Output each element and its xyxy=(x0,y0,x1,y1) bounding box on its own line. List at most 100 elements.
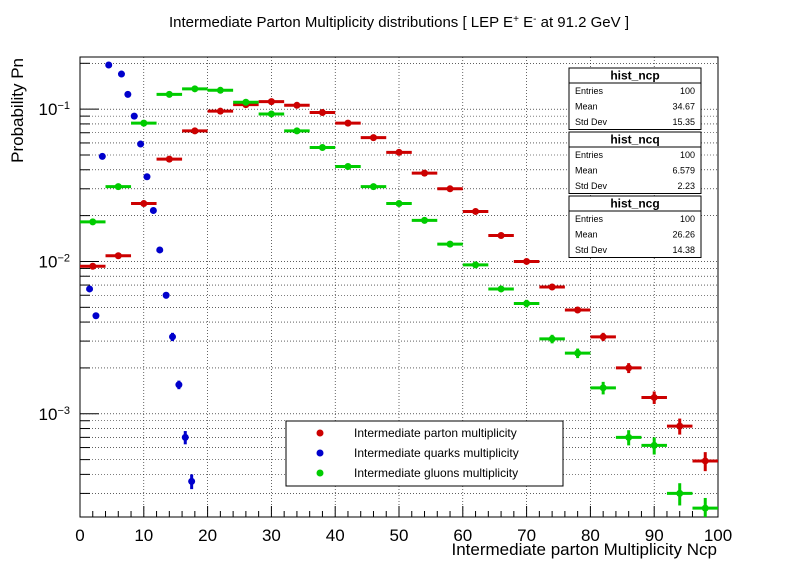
x-tick-label: 60 xyxy=(453,526,472,545)
data-point xyxy=(625,433,633,441)
stat-row-label: Mean xyxy=(575,166,598,176)
legend-marker xyxy=(316,469,324,477)
chart-title: Intermediate Parton Multiplicity distrib… xyxy=(169,14,629,32)
x-tick-label: 0 xyxy=(75,526,84,545)
stat-box-hist_ncp: hist_ncp Entries 100 Mean 34.67 Std Dev 15.35 xyxy=(568,67,702,130)
data-point xyxy=(293,101,301,109)
data-point xyxy=(124,90,132,98)
title-end: at 91.2 GeV ] xyxy=(536,14,629,31)
x-tick-label: 50 xyxy=(390,526,409,545)
title-sup-plus: + xyxy=(513,14,519,25)
data-point xyxy=(548,283,556,291)
data-point xyxy=(105,61,113,69)
title-main: Intermediate Parton Multiplicity distrib… xyxy=(169,14,513,31)
stat-row-label: Mean xyxy=(575,102,598,112)
series-3 xyxy=(80,85,718,517)
data-point xyxy=(472,261,480,269)
data-point xyxy=(92,312,100,320)
data-point xyxy=(574,349,582,357)
stat-row-value: 100 xyxy=(680,214,695,224)
title-sup-minus: - xyxy=(533,14,536,25)
data-point xyxy=(117,70,125,78)
x-tick-label: 70 xyxy=(517,526,536,545)
stat-row-label: Std Dev xyxy=(575,181,608,191)
legend-frame xyxy=(285,420,564,487)
data-point xyxy=(599,333,607,341)
stat-row-label: Mean xyxy=(575,230,598,240)
data-point xyxy=(625,364,633,372)
x-tick-label: 10 xyxy=(134,526,153,545)
data-point xyxy=(446,240,454,248)
data-point xyxy=(293,127,301,135)
data-point xyxy=(318,109,326,117)
data-point xyxy=(216,107,224,115)
data-point xyxy=(344,163,352,171)
data-point xyxy=(676,489,684,497)
data-point xyxy=(156,246,164,254)
stat-row-value: 100 xyxy=(680,150,695,160)
legend-entry: Intermediate quarks multiplicity xyxy=(354,446,519,460)
data-point xyxy=(650,441,658,449)
data-point xyxy=(242,98,250,106)
data-point xyxy=(86,285,94,293)
data-point xyxy=(421,169,429,177)
data-point xyxy=(472,207,480,215)
data-point xyxy=(421,216,429,224)
data-points xyxy=(80,61,718,517)
x-tick-label: 100 xyxy=(704,526,732,545)
legend-marker xyxy=(316,429,324,437)
series-2 xyxy=(86,61,196,490)
stat-row-label: Std Dev xyxy=(575,245,608,255)
data-point xyxy=(149,207,157,215)
stat-row-label: Std Dev xyxy=(575,117,608,127)
data-point xyxy=(143,173,151,181)
data-point xyxy=(181,433,189,441)
data-point xyxy=(191,85,199,93)
data-point xyxy=(114,183,122,191)
data-point xyxy=(140,119,148,127)
stat-box-title: hist_ncq xyxy=(610,133,659,147)
data-point xyxy=(114,252,122,260)
data-point xyxy=(130,112,138,120)
x-tick-label: 90 xyxy=(645,526,664,545)
data-point xyxy=(369,134,377,142)
data-point xyxy=(165,90,173,98)
legend-marker xyxy=(316,449,324,457)
legend-entry: Intermediate parton multiplicity xyxy=(354,426,517,440)
stat-box-hist_ncq: hist_ncq Entries 100 Mean 6.579 Std Dev 2.23 xyxy=(568,131,702,194)
data-point xyxy=(267,110,275,118)
data-point xyxy=(395,200,403,208)
data-point xyxy=(137,140,145,148)
x-tick-label: 20 xyxy=(198,526,217,545)
stat-box-frame xyxy=(568,131,702,194)
x-tick-label: 40 xyxy=(326,526,345,545)
data-point xyxy=(162,291,170,299)
stat-row-value: 6.579 xyxy=(672,166,695,176)
y-axis-label: Probability Pn xyxy=(8,58,27,163)
stat-box-frame xyxy=(568,195,702,258)
axis-ticks: 0 10 20 30 40 50 60 70 80 90 100 10−3 10−2 10−1 xyxy=(39,62,732,545)
data-point xyxy=(267,98,275,106)
data-point xyxy=(599,384,607,392)
data-point xyxy=(701,457,709,465)
data-point xyxy=(574,306,582,314)
data-point xyxy=(216,86,224,94)
stat-row-value: 26.26 xyxy=(672,230,695,240)
stat-box-frame xyxy=(568,67,702,130)
stat-row-value: 14.38 xyxy=(672,245,695,255)
stat-row-value: 15.35 xyxy=(672,117,695,127)
data-point xyxy=(548,335,556,343)
data-point xyxy=(701,504,709,512)
stat-row-value: 2.23 xyxy=(677,181,695,191)
data-point xyxy=(165,155,173,163)
data-point xyxy=(318,144,326,152)
data-point xyxy=(191,127,199,135)
data-point xyxy=(175,381,183,389)
data-point xyxy=(650,393,658,401)
data-point xyxy=(523,257,531,265)
data-point xyxy=(446,185,454,193)
data-point xyxy=(523,299,531,307)
stat-row-label: Entries xyxy=(575,150,604,160)
x-axis-label: Intermediate parton Multiplicity Ncp xyxy=(451,540,717,559)
